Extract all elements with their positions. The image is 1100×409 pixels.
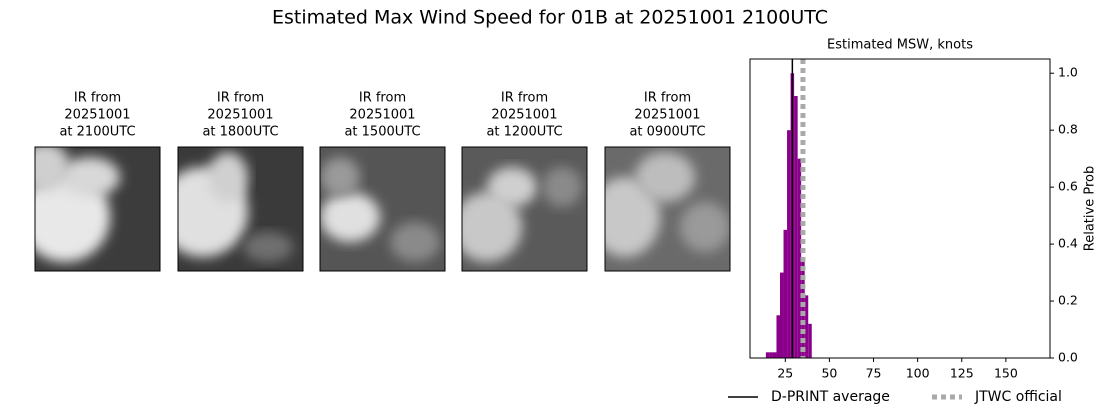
axes-frame xyxy=(749,58,1051,359)
panel-label: at 1500UTC xyxy=(344,125,420,140)
panel-label: at 2100UTC xyxy=(59,125,135,140)
cloud xyxy=(605,177,660,257)
cloud xyxy=(243,232,293,262)
ir-panel: IR from 20251001 at 1500UTC xyxy=(319,91,446,272)
ir-panel: IR from 20251001 at 2100UTC xyxy=(34,91,161,272)
panel-label: 20251001 xyxy=(64,108,130,123)
x-tick-label: 125 xyxy=(950,366,974,381)
cloud xyxy=(680,202,730,252)
ir-panel: IR from 20251001 at 1200UTC xyxy=(461,91,588,272)
bar xyxy=(801,258,805,358)
cloud xyxy=(635,152,695,202)
cloud xyxy=(60,157,120,197)
cloud xyxy=(320,157,360,197)
ir-panel: IR from 20251001 at 0900UTC xyxy=(604,91,731,272)
histogram: Estimated MSW, knots 25 50 75 100 125 150 0.0 0.… xyxy=(728,38,1098,405)
ir-image xyxy=(35,147,160,271)
panel-label: IR from xyxy=(217,91,264,106)
cloud xyxy=(35,147,70,192)
image-frame xyxy=(461,146,588,272)
x-tick-label: 50 xyxy=(821,366,837,381)
legend-label: JTWC official xyxy=(974,389,1062,405)
cloud xyxy=(390,222,440,262)
panels: IR from 20251001 at 2100UTC IR from 20251001… xyxy=(34,91,731,272)
cloud xyxy=(542,167,582,207)
panel-label: IR from xyxy=(644,91,691,106)
panel-label: IR from xyxy=(74,91,121,106)
y-tick-label: 0.8 xyxy=(1058,122,1078,137)
legend-label: D-PRINT average xyxy=(771,389,890,405)
bar xyxy=(797,158,802,358)
image-frame xyxy=(177,146,304,272)
y-tick-label: 0.6 xyxy=(1058,179,1078,194)
bar xyxy=(776,315,780,358)
y-axis-label: Relative Prob xyxy=(1083,166,1098,251)
image-frame xyxy=(319,146,446,272)
panel-label: at 1200UTC xyxy=(486,125,562,140)
ir-image xyxy=(605,147,730,271)
x-tick-label: 150 xyxy=(994,366,1018,381)
y-tick-label: 0.0 xyxy=(1058,350,1078,365)
panel-label: 20251001 xyxy=(207,108,273,123)
ir-image xyxy=(320,147,445,271)
chart-title: Estimated MSW, knots xyxy=(827,38,973,53)
panel-label: 20251001 xyxy=(491,108,557,123)
panel-label: at 0900UTC xyxy=(629,125,705,140)
cloud xyxy=(208,152,248,202)
panel-label: IR from xyxy=(501,91,548,106)
bar xyxy=(772,352,777,358)
ir-panel: IR from 20251001 at 1800UTC xyxy=(177,91,304,272)
panel-label: at 1800UTC xyxy=(202,125,278,140)
y-tick-label: 1.0 xyxy=(1058,65,1078,80)
y-tick-label: 0.2 xyxy=(1058,293,1078,308)
panel-label: 20251001 xyxy=(634,108,700,123)
y-tick-label: 0.4 xyxy=(1058,236,1078,251)
cloud xyxy=(320,192,380,242)
x-tick-label: 100 xyxy=(906,366,930,381)
bar xyxy=(780,272,784,358)
bar xyxy=(808,323,812,358)
bar xyxy=(787,130,791,358)
x-tick-label: 25 xyxy=(777,366,793,381)
image-frame xyxy=(34,146,161,272)
cloud xyxy=(462,192,522,262)
image-frame xyxy=(604,146,731,272)
cloud xyxy=(487,167,537,207)
bar xyxy=(769,352,773,358)
panel-label: 20251001 xyxy=(349,108,415,123)
figure-title: Estimated Max Wind Speed for 01B at 2025… xyxy=(272,7,828,29)
bar xyxy=(794,96,798,359)
ir-image xyxy=(462,147,587,271)
ir-image xyxy=(178,147,303,271)
bar xyxy=(765,352,770,358)
x-tick-label: 75 xyxy=(866,366,882,381)
bar xyxy=(804,295,809,358)
panel-label: IR from xyxy=(359,91,406,106)
bar xyxy=(783,229,788,358)
